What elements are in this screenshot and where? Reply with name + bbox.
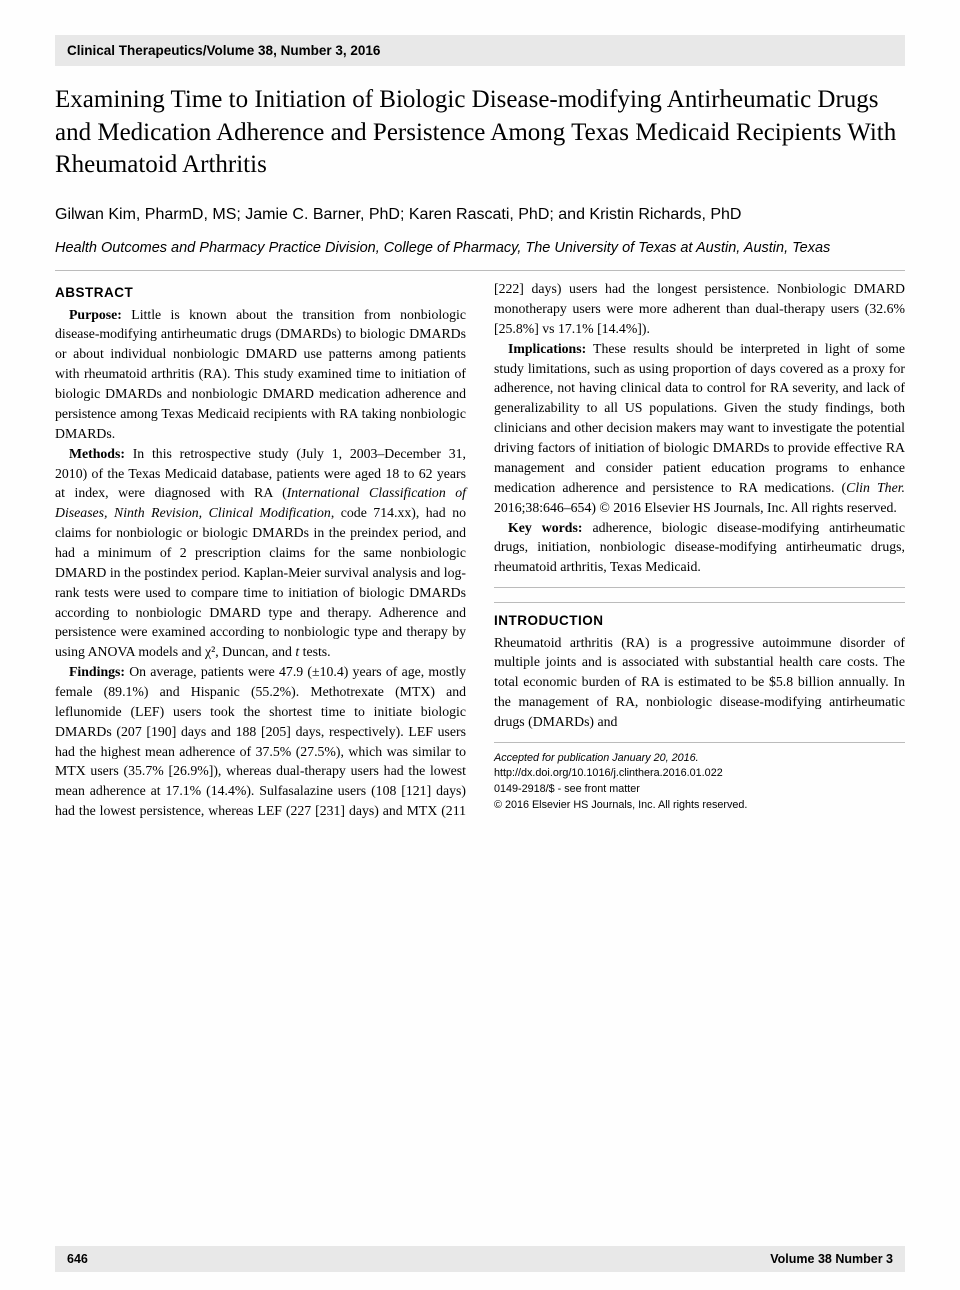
abstract-end-rule (494, 587, 905, 588)
affiliation: Health Outcomes and Pharmacy Practice Di… (55, 238, 905, 258)
introduction-top-rule (494, 602, 905, 603)
abstract-heading: ABSTRACT (55, 283, 466, 302)
article-title: Examining Time to Initiation of Biologic… (55, 84, 905, 182)
methods-label: Methods: (69, 446, 125, 461)
page-number: 646 (67, 1252, 88, 1266)
page-container: Clinical Therapeutics/Volume 38, Number … (0, 0, 960, 1290)
implications-text-a: These results should be interpreted in l… (494, 341, 905, 495)
implications-text-b: 2016;38:646–654) © 2016 Elsevier HS Jour… (494, 500, 897, 515)
abstract-implications: Implications: These results should be in… (494, 339, 905, 518)
implications-italic: Clin Ther. (846, 480, 905, 495)
author-list: Gilwan Kim, PharmD, MS; Jamie C. Barner,… (55, 204, 905, 226)
introduction-text: Rheumatoid arthritis (RA) is a progressi… (494, 633, 905, 732)
issn-line: 0149-2918/$ - see front matter (494, 782, 905, 798)
journal-header: Clinical Therapeutics/Volume 38, Number … (55, 35, 905, 66)
header-rule (55, 270, 905, 271)
page-footer: 646 Volume 38 Number 3 (55, 1246, 905, 1272)
doi-link[interactable]: http://dx.doi.org/10.1016/j.clinthera.20… (494, 766, 905, 782)
methods-text-b: , code 714.xx), had no claims for nonbio… (55, 505, 466, 659)
introduction-heading: INTRODUCTION (494, 611, 905, 630)
accepted-date: Accepted for publication January 20, 201… (494, 751, 905, 767)
keywords-label: Key words: (508, 520, 582, 535)
methods-text-c: tests. (299, 644, 330, 659)
purpose-label: Purpose: (69, 307, 122, 322)
copyright-line: © 2016 Elsevier HS Journals, Inc. All ri… (494, 798, 905, 814)
abstract-purpose: Purpose: Little is known about the trans… (55, 305, 466, 444)
volume-issue: Volume 38 Number 3 (770, 1252, 893, 1266)
implications-label: Implications: (508, 341, 586, 356)
abstract-methods: Methods: In this retrospective study (Ju… (55, 444, 466, 662)
footer-meta-rule (494, 742, 905, 743)
body-columns: ABSTRACT Purpose: Little is known about … (55, 279, 905, 821)
introduction-block: INTRODUCTION Rheumatoid arthritis (RA) i… (494, 602, 905, 732)
findings-label: Findings: (69, 664, 125, 679)
purpose-text: Little is known about the transition fro… (55, 307, 466, 441)
footer-meta-block: Accepted for publication January 20, 201… (494, 742, 905, 814)
abstract-keywords: Key words: adherence, biologic disease-m… (494, 518, 905, 578)
